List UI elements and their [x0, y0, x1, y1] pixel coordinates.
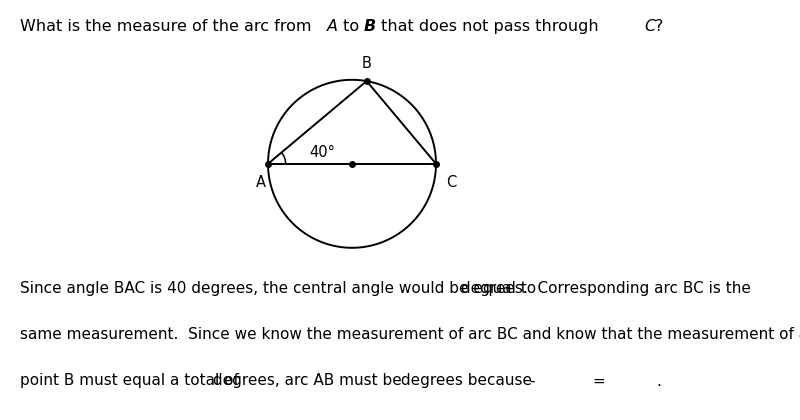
Text: A: A	[256, 175, 266, 190]
Text: B: B	[364, 19, 376, 34]
Text: A: A	[326, 19, 338, 34]
Text: What is the measure of the arc from: What is the measure of the arc from	[20, 19, 317, 34]
Text: -: -	[530, 373, 535, 388]
Text: Since angle BAC is 40 degrees, the central angle would be equal to: Since angle BAC is 40 degrees, the centr…	[20, 281, 541, 296]
Text: degrees.  Corresponding arc BC is the: degrees. Corresponding arc BC is the	[456, 281, 751, 296]
Text: point B must equal a total of: point B must equal a total of	[20, 373, 244, 388]
Text: same measurement.  Since we know the measurement of arc BC and know that the mea: same measurement. Since we know the meas…	[20, 327, 800, 342]
Text: C: C	[644, 19, 655, 34]
Text: to: to	[338, 19, 365, 34]
Text: =: =	[592, 373, 605, 388]
Text: ?: ?	[654, 19, 662, 34]
Text: B: B	[362, 56, 371, 71]
Text: degrees because: degrees because	[396, 373, 537, 388]
Text: that does not pass through: that does not pass through	[376, 19, 604, 34]
Text: 40°: 40°	[309, 145, 334, 160]
Text: degrees, arc AB must be: degrees, arc AB must be	[208, 373, 406, 388]
Text: C: C	[446, 175, 456, 190]
Text: .: .	[656, 373, 661, 388]
